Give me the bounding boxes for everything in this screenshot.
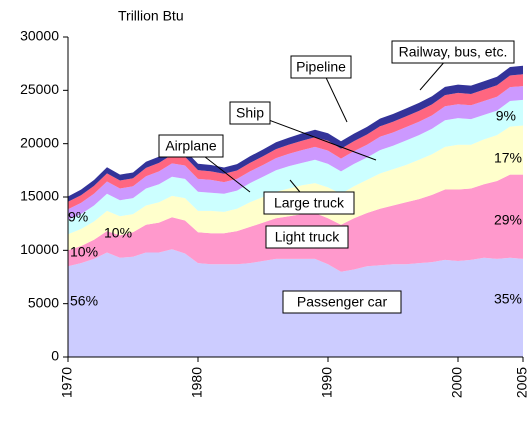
series-label: Light truck — [275, 229, 341, 245]
annotation: 17% — [494, 150, 522, 166]
annotation: 9% — [496, 108, 516, 124]
area — [68, 99, 523, 235]
callout: Ship — [229, 101, 377, 161]
callout-box — [229, 101, 271, 125]
x-tick-label: 2005 — [514, 367, 528, 398]
callout-box — [282, 290, 402, 314]
callout-box — [263, 191, 355, 215]
y-tick-label: 25000 — [20, 81, 59, 97]
series-label: Ship — [236, 105, 264, 121]
leader-line — [249, 112, 377, 161]
annotation: 10% — [70, 244, 98, 260]
callout: Railway, bus, etc. — [391, 40, 515, 91]
callout: Airplane — [158, 134, 251, 193]
series-label: Pipeline — [296, 59, 346, 75]
annotation: 56% — [70, 293, 98, 309]
annotation: 29% — [494, 212, 522, 228]
callout: Large truck — [263, 179, 355, 215]
y-tick-label: 20000 — [20, 134, 59, 150]
y-tick-label: 5000 — [28, 294, 59, 310]
series-label: Railway, bus, etc. — [399, 44, 508, 60]
callout: Light truck — [265, 225, 349, 249]
callout-box — [391, 40, 515, 64]
y-axis-label: Trillion Btu — [118, 8, 184, 24]
area — [68, 86, 523, 220]
callout: Pipeline — [290, 55, 352, 123]
callout-box — [290, 55, 352, 79]
callout: Passenger car — [282, 290, 402, 314]
x-tick-label: 2000 — [449, 367, 465, 398]
series-label: Large truck — [274, 195, 345, 211]
y-tick-label: 15000 — [20, 188, 59, 204]
series-label: Airplane — [165, 138, 217, 154]
area — [68, 174, 523, 272]
callout-box — [158, 134, 224, 158]
annotation: 35% — [494, 291, 522, 307]
annotation: 9% — [68, 209, 88, 225]
y-tick-label: 30000 — [20, 28, 59, 44]
x-tick-label: 1970 — [59, 367, 75, 398]
y-tick-label: 0 — [51, 348, 59, 364]
callout-box — [265, 225, 349, 249]
area — [68, 125, 523, 251]
x-tick-label: 1980 — [189, 367, 205, 398]
annotation: 10% — [104, 225, 132, 241]
series-label: Passenger car — [297, 294, 388, 310]
x-tick-label: 1990 — [319, 367, 335, 398]
y-tick-label: 10000 — [20, 241, 59, 257]
